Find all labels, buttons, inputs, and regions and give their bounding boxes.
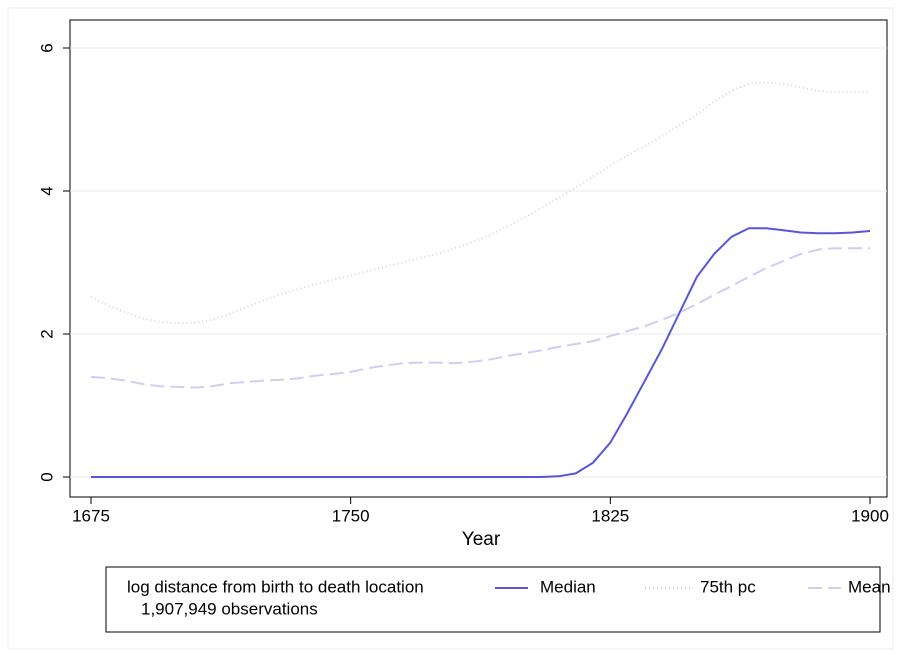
note: 1,907,949 observations [141,599,318,618]
x-tick-label: 1900 [851,506,889,525]
x-tick-label: 1675 [72,506,110,525]
series-line [91,227,871,478]
y-tick-label: 6 [37,43,56,52]
plot-area [69,19,888,498]
legend-box [105,566,881,633]
series-line [90,247,870,389]
legend-label: Median [540,577,596,596]
y-tick-label: 2 [37,329,56,338]
y-tick-label: 4 [37,186,56,195]
x-axis-label: Year [462,529,501,550]
legend-label: Mean [848,577,891,596]
y-tick-label: 0 [37,472,56,481]
x-tick-label: 1825 [591,506,629,525]
legend-label: 75th pc [700,577,756,596]
x-tick-label: 1750 [332,506,370,525]
legend-title: log distance from birth to death locatio… [127,577,424,596]
